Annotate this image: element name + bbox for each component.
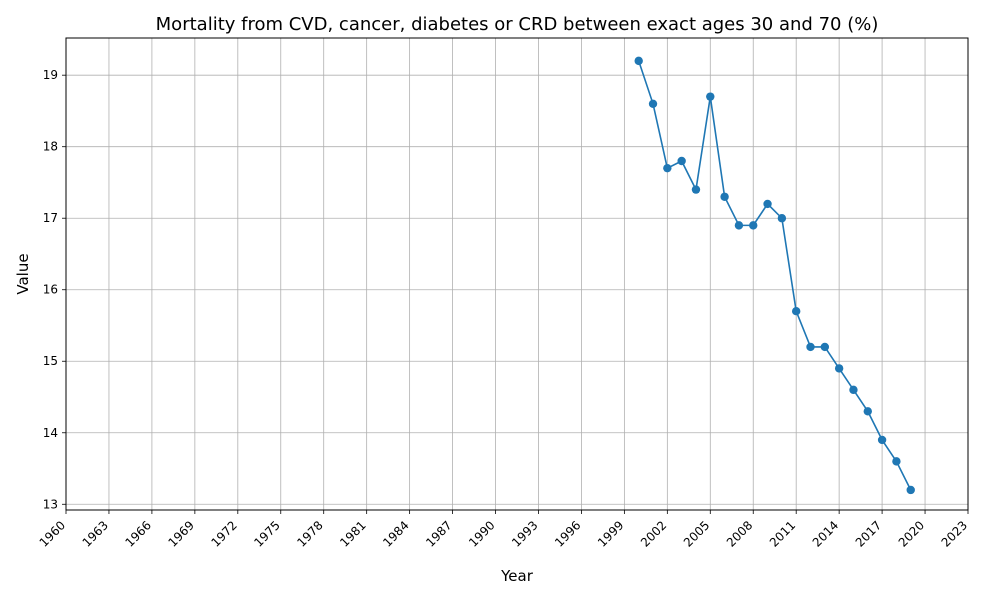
data-point [892,457,901,466]
data-point [791,306,801,316]
data-point [706,92,715,101]
data-point [648,99,658,108]
data-point [634,56,643,66]
y-tick-label: 19 [43,68,58,82]
y-tick-label: 14 [43,426,58,440]
data-point [834,364,844,373]
data-point [849,385,858,395]
y-axis: 13 14 15 16 17 18 19 [43,68,66,511]
data-point [777,214,787,223]
x-axis-title: Year [500,567,534,585]
data-point [720,192,729,201]
data-point [806,342,815,352]
series-layer [634,56,915,495]
data-point [763,199,772,209]
y-tick-label: 18 [43,140,58,154]
data-point [863,407,872,416]
data-point [749,221,758,230]
series-line [637,60,912,491]
data-point [906,485,915,495]
data-point [820,342,830,352]
y-tick-label: 17 [43,211,58,225]
chart-title: Mortality from CVD, cancer, diabetes or … [156,14,879,35]
data-point [663,163,672,173]
data-point [691,185,701,194]
y-tick-label: 16 [43,283,58,297]
y-tick-label: 15 [43,354,58,368]
data-point [677,156,686,166]
data-point [734,221,744,230]
plot-frame [65,37,969,511]
y-axis-title: Value [14,253,32,294]
y-tick-label: 13 [43,497,58,511]
data-point [877,435,887,445]
